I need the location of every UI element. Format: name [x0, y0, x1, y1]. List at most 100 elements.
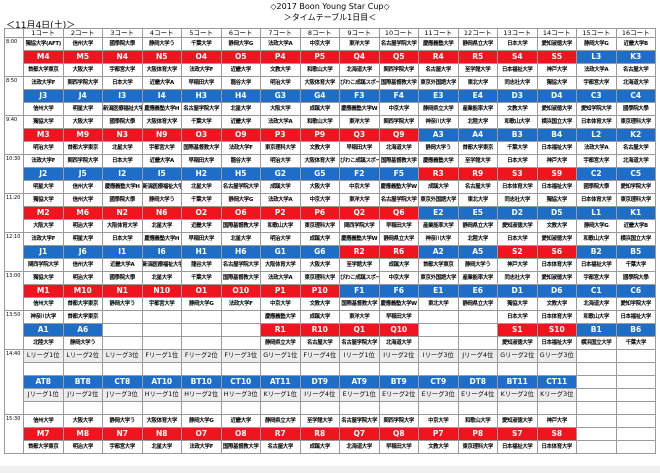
- team-name: 北星大学: [181, 180, 222, 194]
- team-name: 獨協大学: [536, 193, 577, 207]
- match-code: B4: [536, 128, 577, 142]
- timetable-row: [5, 401, 656, 415]
- match-code: BT9: [378, 375, 419, 389]
- team-name: 慶應義塾大学W: [339, 232, 380, 246]
- team-name: 日本体育大学: [576, 193, 617, 207]
- empty-cell: [378, 362, 419, 376]
- team-name: 首都大学東京: [62, 141, 103, 155]
- time-slot-label: 8:50: [4, 76, 24, 116]
- match-code: I2: [102, 167, 143, 181]
- timetable-row: 14:40 Lリーグ1位 Lリーグ2位 Lリーグ3位 Fリーグ1位 Fリーグ2位 Fリーグ3…: [4, 349, 656, 415]
- match-code: B2: [576, 245, 617, 259]
- team-name: 千葉大学: [497, 141, 538, 155]
- empty-cell: [339, 362, 380, 376]
- team-name: 静岡県立大学: [457, 297, 498, 311]
- team-name: 文教大学: [299, 297, 340, 311]
- court-header: 2コート: [62, 28, 103, 38]
- league-placement: Lリーグ2位: [62, 349, 103, 363]
- empty-cell: [418, 336, 459, 350]
- team-name: 国際基督教大学: [378, 76, 419, 90]
- match-code: G1: [260, 245, 301, 259]
- team-name: 國學院大學: [102, 37, 143, 51]
- match-code: I6: [141, 245, 182, 259]
- team-name: 法政大学A: [260, 115, 301, 129]
- team-name: 法政大学A: [260, 271, 301, 285]
- match-code: I5: [141, 167, 182, 181]
- timetable-row: 信州大学 明星大学 新潟医療福祉大学 慶應義塾大学H 名古屋学院大学 北星大学 大阪大学 成蹊…: [5, 102, 656, 116]
- team-name: 文教大学: [299, 141, 340, 155]
- team-name: 近畿大学A: [141, 154, 182, 168]
- match-code: E6: [457, 284, 498, 298]
- match-code: CT9: [418, 375, 459, 389]
- league-placement: Eリーグ2位: [378, 388, 419, 402]
- team-name: 北星大学: [102, 141, 143, 155]
- match-code: AT9: [339, 375, 380, 389]
- timetable-row: J2 J5 I2 I5 H2 H5 G2 G5 F2 F5 R3 R9 S3 S9 C2 C5: [5, 167, 656, 181]
- team-name: 関西学院大学: [378, 414, 419, 428]
- team-name: 新潟医療福祉大学: [141, 180, 182, 194]
- empty-cell: [141, 310, 182, 324]
- team-name: 宇都宮大学: [141, 141, 182, 155]
- team-name: 獨協大学(AFT): [23, 37, 64, 51]
- team-name: 和歌山大学: [299, 63, 340, 77]
- match-code: G6: [299, 245, 340, 259]
- time-slot-label: 13:00: [4, 271, 24, 311]
- team-name: 法政大学F: [220, 141, 261, 155]
- team-name: 北海道大学: [615, 76, 656, 90]
- team-name: 日本大学: [497, 232, 538, 246]
- team-name: 大阪大学: [299, 258, 340, 272]
- match-code: O1: [181, 284, 222, 298]
- match-code: K3: [615, 50, 656, 64]
- team-name: 名古屋学院大学: [220, 180, 261, 194]
- team-name: 千葉大学: [181, 37, 222, 51]
- team-name: 日本体育大学: [536, 258, 577, 272]
- team-name: 千葉大学: [615, 336, 656, 350]
- team-name: 愛知淑徳大学: [536, 232, 577, 246]
- team-name: 大阪体育大学: [299, 76, 340, 90]
- team-name: 法政大学F: [220, 297, 261, 311]
- court-header: 9コート: [339, 28, 380, 38]
- team-name: 和歌山大学: [260, 219, 301, 233]
- team-name: 至学館大学: [457, 63, 498, 77]
- empty-cell: [536, 401, 577, 415]
- match-code: Q1: [339, 323, 380, 337]
- match-code: A2: [418, 245, 459, 259]
- match-code: J4: [62, 89, 103, 103]
- match-code: M4: [23, 50, 64, 64]
- match-code: AT10: [141, 375, 182, 389]
- team-name: 日本大学: [497, 37, 538, 51]
- league-placement: Eリーグ1位: [339, 388, 380, 402]
- time-slot-label: 10:30: [4, 154, 24, 194]
- team-name: 愛知淑徳大学: [497, 336, 538, 350]
- team-name: 早稲田大学: [378, 310, 419, 324]
- team-name: 近畿大学: [220, 63, 261, 77]
- team-name: 首都大学東京: [62, 310, 103, 324]
- team-name: 慶應義塾大学W: [339, 102, 380, 116]
- empty-cell: [141, 362, 182, 376]
- team-name: 日本体育大学: [536, 310, 577, 324]
- team-name: 日本体育大学: [576, 115, 617, 129]
- team-name: 国際基督教大学: [220, 271, 261, 285]
- match-code: E3: [418, 89, 459, 103]
- team-name: 名古屋大学: [615, 63, 656, 77]
- match-code: D4: [536, 89, 577, 103]
- timetable-row: 13:00 獨協大学 明治大学 國學院大學 北星大学 千葉大学 国際基督教大学 法政大学A 東京…: [4, 271, 656, 311]
- team-name: 愛知淑徳大学: [536, 102, 577, 116]
- team-name: 早稲田大学: [181, 76, 222, 90]
- team-name: 名古屋学院大学: [181, 102, 222, 116]
- team-name: 名古屋学院大学: [339, 336, 380, 350]
- time-slot-label: 14:40: [4, 349, 24, 415]
- team-name: 静岡大学う: [418, 141, 459, 155]
- match-code: P1: [260, 284, 301, 298]
- timetable-row: 関西学院大学 信州大学 近畿大学A 新潟医療福祉大学 龍谷大学 名古屋学院大学 大阪体育大学…: [5, 258, 656, 272]
- team-name: 国際基督教大学: [181, 141, 222, 155]
- timetable-row: 13:50 神奈川大学 首都大学東京 慶應義塾大学 成蹊大学 東洋大学 早稲田大学 日本大学日…: [4, 310, 656, 350]
- timetable-row: [5, 362, 656, 376]
- match-code: DT9: [299, 375, 340, 389]
- empty-cell: [23, 362, 64, 376]
- match-code: S5: [536, 50, 577, 64]
- empty-cell: [615, 427, 656, 441]
- match-code: A1: [23, 323, 64, 337]
- time-slot-label: 11:20: [4, 193, 24, 233]
- team-name: 明治大学: [260, 76, 301, 90]
